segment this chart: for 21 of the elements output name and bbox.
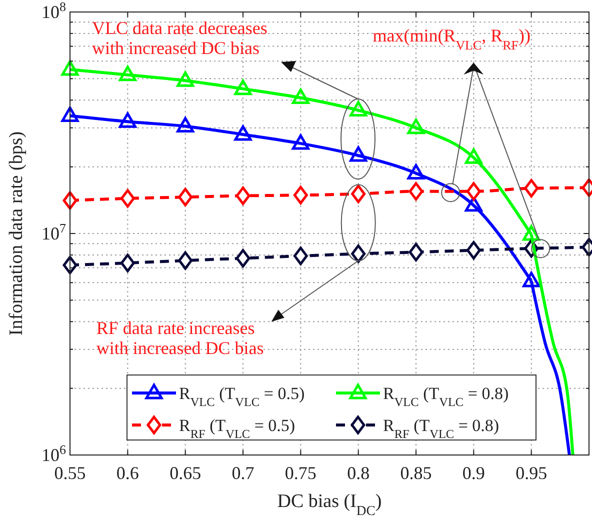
- x-axis-title: DC bias (I$_{DC}$): [277, 491, 382, 518]
- annotation: RF data rate increases with increased DC bias: [96, 318, 264, 358]
- legend-label: R$_{RF}$ (T$_{VLC}$ = 0.8): [383, 416, 500, 441]
- x-tick-label: 0.55: [54, 463, 86, 483]
- y-tick-label: 10$^{8}$: [42, 0, 66, 22]
- y-axis-title: Information data rate (bps): [6, 131, 27, 336]
- x-tick-label: 0.75: [284, 463, 316, 483]
- legend-label: R$_{VLC}$ (T$_{VLC}$ = 0.5): [179, 384, 305, 409]
- x-tick-label: 0.8: [347, 463, 370, 483]
- y-tick-label: 10$^{6}$: [42, 442, 67, 465]
- x-tick-label: 0.85: [400, 463, 432, 483]
- x-tick-label: 0.6: [116, 463, 139, 483]
- x-tick-label: 0.65: [170, 463, 202, 483]
- x-tick-label: 0.7: [232, 463, 254, 483]
- legend-label: R$_{RF}$ (T$_{VLC}$ = 0.5): [179, 416, 296, 441]
- annotation: max(min(R$_{VLC}$, R$_{RF}$)): [372, 26, 530, 52]
- annotation: VLC data rate decreases with increased DC bias: [92, 18, 268, 58]
- y-tick-label: 10$^{7}$: [42, 220, 67, 244]
- x-tick-label: 0.95: [516, 463, 548, 483]
- x-tick-label: 0.9: [462, 463, 485, 483]
- legend-label: R$_{VLC}$ (T$_{VLC}$ = 0.8): [383, 384, 509, 409]
